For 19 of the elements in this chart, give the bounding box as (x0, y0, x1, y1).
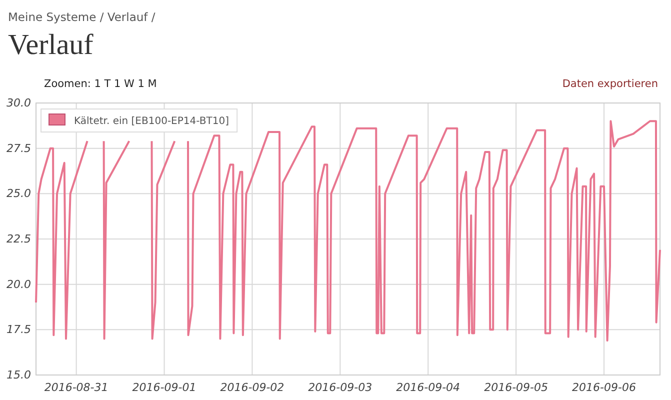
x-tick-label: 2016-09-05 (484, 380, 548, 394)
x-tick-label: 2016-08-31 (44, 380, 108, 394)
y-tick-label: 30.0 (6, 96, 31, 110)
y-tick-label: 15.0 (6, 368, 31, 382)
text: Zoomen: 1 T 1 W 1 M (44, 78, 157, 90)
legend-label: Kältetr. ein [EB100-EP14-BT10] (74, 116, 230, 127)
x-tick-label: 2016-09-04 (396, 380, 460, 394)
chart-title: Verlauf (8, 29, 94, 61)
y-tick-label: 20.0 (6, 278, 31, 291)
y-tick-label: 25.0 (6, 187, 31, 200)
x-tick-label: 2016-09-01 (132, 380, 196, 394)
text: Daten exportieren (562, 78, 658, 90)
y-tick-label: 17.5 (6, 323, 31, 336)
y-tick-label: 27.5 (6, 142, 31, 155)
x-tick-label: 2016-09-06 (572, 380, 636, 394)
x-tick-label: 2016-09-03 (308, 380, 372, 394)
chart-subtitle: Meine Systeme / Verlauf / (8, 10, 156, 24)
y-tick-label: 22.5 (6, 232, 31, 246)
x-tick-label: 2016-09-02 (220, 380, 284, 394)
